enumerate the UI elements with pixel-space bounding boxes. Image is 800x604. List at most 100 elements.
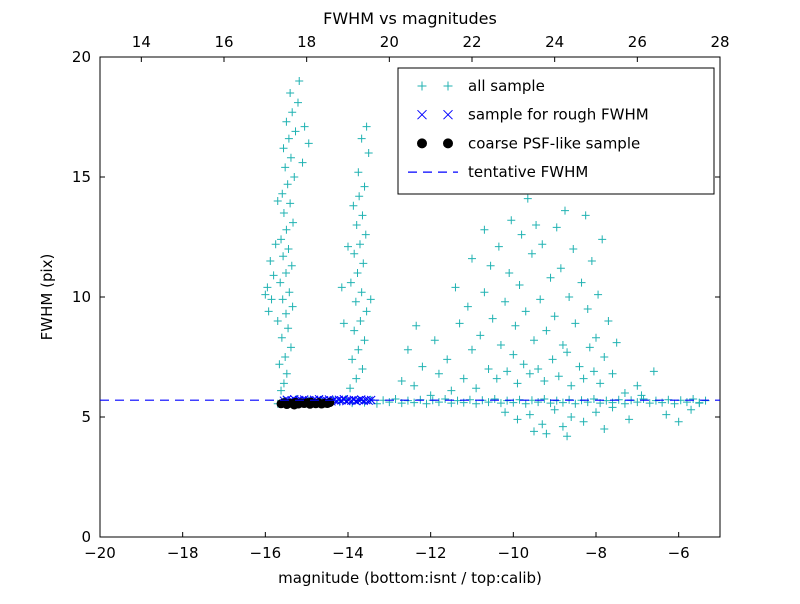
plus-marker <box>350 326 359 335</box>
plus-marker <box>358 365 367 373</box>
plus-marker <box>571 399 580 408</box>
plus-marker <box>276 278 285 287</box>
y-tick-label: 15 <box>72 168 91 186</box>
plus-marker <box>540 377 549 385</box>
plus-marker <box>354 345 363 354</box>
x-tick-label-top: 18 <box>297 33 316 51</box>
plus-marker <box>592 333 600 342</box>
plus-marker <box>267 295 276 304</box>
plus-marker <box>567 381 576 390</box>
plus-marker <box>488 314 497 323</box>
plus-marker <box>266 257 275 265</box>
plus-marker <box>480 225 489 234</box>
plus-marker <box>261 290 270 299</box>
dot-marker <box>325 398 335 408</box>
x-axis-label: magnitude (bottom:isnt / top:calib) <box>278 569 542 587</box>
x-marker <box>417 109 427 120</box>
plus-marker <box>281 163 290 172</box>
x-tick-label-bottom: −6 <box>668 544 690 562</box>
plus-marker <box>542 429 551 438</box>
plus-marker <box>585 343 594 352</box>
plus-marker <box>426 391 435 400</box>
plus-marker <box>281 353 290 361</box>
legend-entry: sample for rough FWHM <box>417 106 649 124</box>
scatter-series <box>261 77 710 441</box>
plus-marker <box>362 307 371 316</box>
plus-marker <box>612 338 621 347</box>
plus-marker <box>337 283 346 292</box>
plus-marker <box>521 399 530 408</box>
plus-marker <box>443 81 453 91</box>
plus-marker <box>689 395 698 403</box>
plus-marker <box>348 355 357 364</box>
plus-marker <box>278 189 287 198</box>
plus-marker <box>275 360 284 369</box>
plus-marker <box>359 259 368 268</box>
plus-marker <box>548 355 557 364</box>
plus-marker <box>273 197 282 205</box>
plus-marker <box>455 319 464 328</box>
plus-marker <box>418 362 427 371</box>
series-coarse-psf-like-sample <box>276 397 335 410</box>
dot-marker <box>289 400 299 410</box>
plus-marker <box>472 399 481 408</box>
plus-marker <box>604 317 613 325</box>
plus-marker <box>538 240 547 249</box>
plus-marker <box>339 319 348 328</box>
dot-marker <box>306 397 316 407</box>
plus-marker <box>279 252 288 261</box>
plus-marker <box>532 221 541 229</box>
plus-marker <box>592 408 600 417</box>
plus-marker <box>527 396 536 405</box>
plus-marker <box>284 324 293 333</box>
plus-marker <box>674 417 683 426</box>
x-tick-label-top: 14 <box>132 33 151 51</box>
plus-marker <box>355 240 364 249</box>
plus-marker <box>581 211 590 220</box>
x-tick-label-top: 24 <box>545 33 564 51</box>
legend-entry: tentative FWHM <box>408 163 588 181</box>
plus-marker <box>620 389 629 397</box>
plus-marker <box>273 317 282 325</box>
plus-marker <box>352 374 361 383</box>
x-tick-label-bottom: −12 <box>415 544 447 562</box>
x-tick-label-top: 22 <box>462 33 481 51</box>
plus-marker <box>670 399 679 408</box>
x-marker <box>364 396 374 406</box>
plus-marker <box>463 302 472 311</box>
x-tick-label-top: 16 <box>214 33 233 51</box>
plus-marker <box>282 225 291 234</box>
plus-marker <box>625 415 634 424</box>
plus-marker <box>695 399 704 408</box>
plus-marker <box>682 398 691 407</box>
plus-marker <box>687 405 696 414</box>
plus-marker <box>353 269 362 277</box>
plus-marker <box>264 307 273 316</box>
plus-marker <box>558 341 567 349</box>
plus-marker <box>484 365 493 373</box>
plus-marker <box>271 240 280 249</box>
plus-marker <box>286 89 295 97</box>
x-tick-label-bottom: −10 <box>498 544 530 562</box>
plus-marker <box>550 312 559 321</box>
plus-marker <box>521 307 530 316</box>
plus-marker <box>358 211 367 220</box>
plus-marker <box>525 410 534 419</box>
plus-marker <box>346 278 355 287</box>
plus-marker <box>282 269 290 277</box>
plus-marker <box>279 144 288 153</box>
plus-marker <box>501 297 510 306</box>
plus-marker <box>571 319 580 328</box>
plus-marker <box>346 384 355 393</box>
plus-marker <box>349 201 358 210</box>
plus-marker <box>476 331 485 340</box>
plus-marker <box>286 343 295 352</box>
plus-marker <box>550 405 559 414</box>
plus-marker <box>513 415 522 424</box>
plus-marker <box>385 398 394 407</box>
plus-marker <box>523 194 532 203</box>
plus-marker <box>554 372 563 381</box>
plus-marker <box>288 108 297 117</box>
